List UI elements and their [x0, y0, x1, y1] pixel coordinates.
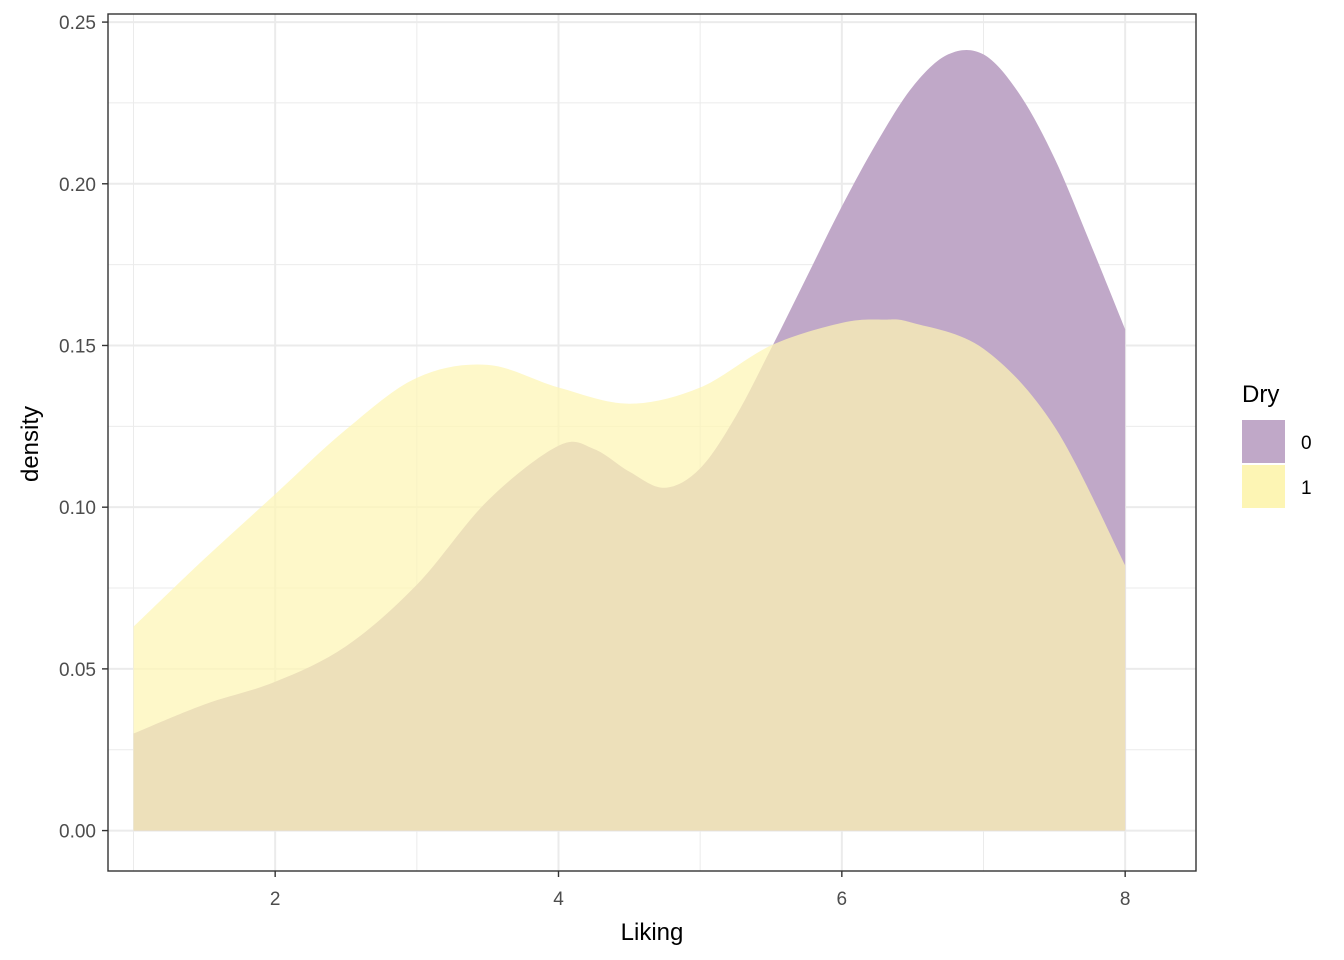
y-tick-label: 0.25: [59, 13, 96, 34]
legend: Dry 0 1: [1242, 381, 1312, 508]
density-areas: [133, 49, 1126, 831]
legend-key-1: [1242, 465, 1285, 508]
legend-key-0: [1242, 420, 1285, 463]
panel-border: [107, 13, 1197, 872]
y-tick-label: 0.15: [59, 336, 96, 357]
x-tick-label: 4: [553, 889, 564, 910]
x-axis-title: Liking: [621, 919, 684, 946]
x-tick-label: 2: [270, 889, 281, 910]
y-axis-title: density: [17, 406, 44, 482]
legend-label-1: 1: [1301, 478, 1312, 499]
y-tick-label: 0.00: [59, 822, 96, 843]
legend-title: Dry: [1242, 381, 1279, 408]
x-tick-label: 6: [837, 889, 848, 910]
y-tick-label: 0.05: [59, 660, 96, 681]
y-tick-label: 0.10: [59, 498, 96, 519]
x-tick-label: 8: [1120, 889, 1131, 910]
density-area-dry-1: [133, 319, 1126, 831]
y-axis: 0.00 0.05 0.10 0.15 0.20 0.25: [59, 13, 108, 843]
y-tick-label: 0.20: [59, 175, 96, 196]
x-axis: 2 4 6 8: [270, 871, 1131, 910]
legend-label-0: 0: [1301, 433, 1312, 454]
